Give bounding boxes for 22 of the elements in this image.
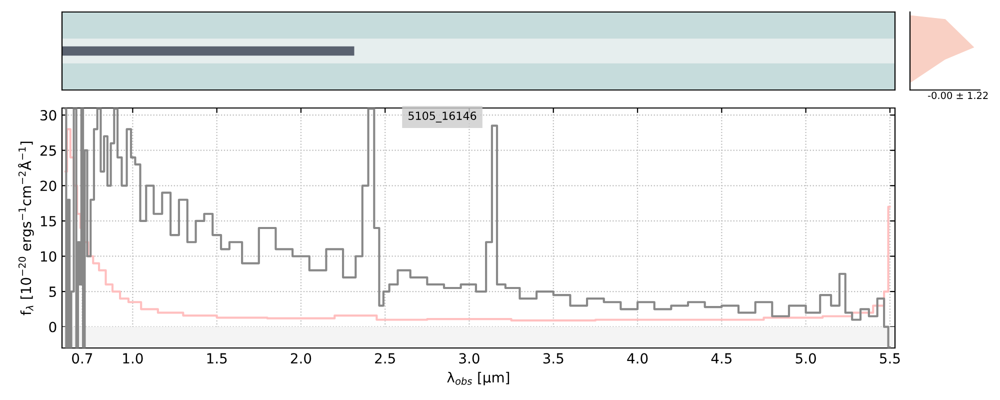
x-tick-label: 2.0 [290,353,312,364]
x-tick-label: 1.5 [207,353,227,364]
y-tick-label: 20 [40,180,56,192]
x-tick-label: 5.0 [796,353,816,364]
x-tick-label: 3.5 [543,353,564,364]
y-tick-label: 10 [40,251,56,262]
x-tick-label: 0.7 [72,353,92,364]
y-tick-label: 0 [49,322,56,332]
y-tick-label: 25 [40,145,56,156]
x-tick-label: 4.0 [627,353,648,364]
text: -0.00 ± 1.22 [928,92,988,100]
x-axis-title: λ$_{obs}$ [μm] [447,372,510,386]
y-tick-label: 30 [40,110,56,121]
annotation: 5105_16146 [408,112,476,122]
x-tick-label: 4.5 [711,353,732,364]
x-tick-label: 2.5 [375,353,395,364]
x-tick-label: 1.0 [123,353,143,364]
x-tick-label: 3.0 [459,353,480,364]
x-tick-label: 5.5 [880,353,900,364]
text: f$_{λ}$ [10$^{−20}$ ergs$^{−1}$cm$^{−2}$Å$^{−1}$] [18,142,34,316]
y-tick-label: 15 [40,216,56,226]
y-tick-label: 5 [49,286,56,298]
